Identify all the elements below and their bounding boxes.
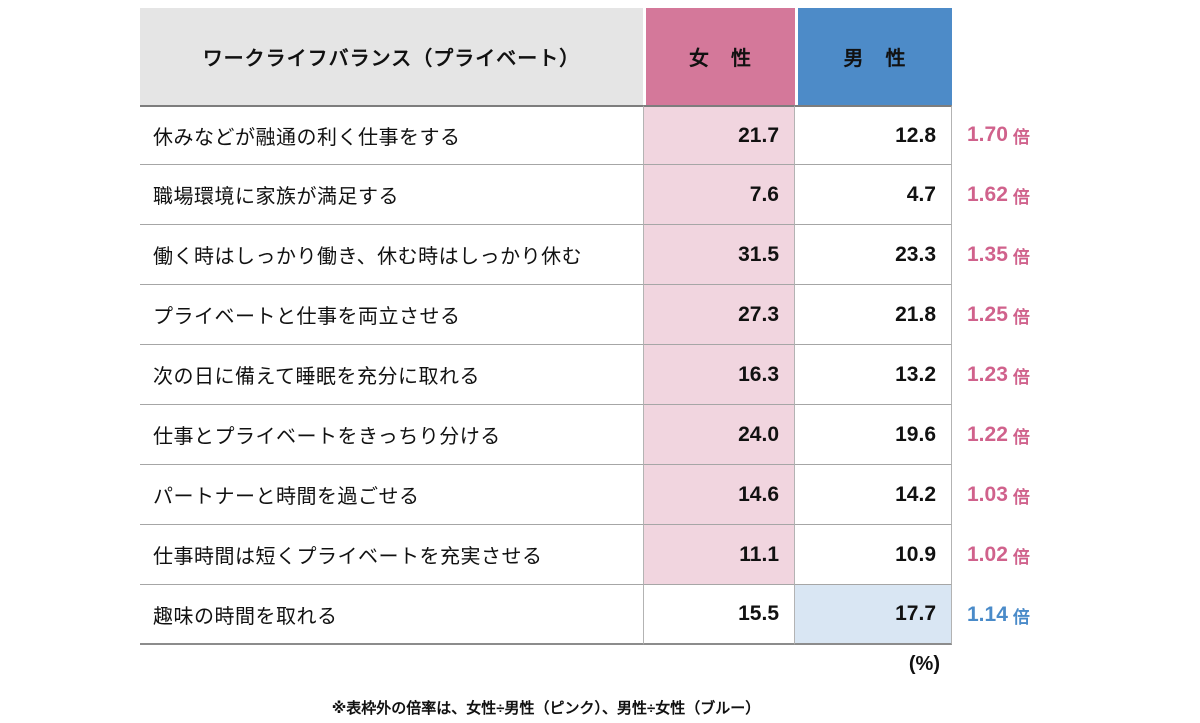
table-row: プライベートと仕事を両立させる 27.3 21.8 1.25 倍 [140, 285, 1072, 345]
table-row: 働く時はしっかり働き、休む時はしっかり休む 31.5 23.3 1.35 倍 [140, 225, 1072, 285]
female-value: 21.7 [643, 105, 795, 165]
ratio-cell: 1.02 倍 [952, 525, 1072, 585]
ratio-number: 1.35 [967, 243, 1008, 266]
table-body: 休みなどが融通の利く仕事をする 21.7 12.8 1.70 倍職場環境に家族が満足する… [140, 105, 1072, 645]
ratio-number: 1.14 [967, 603, 1008, 626]
header-category: ワークライフバランス（プライベート） [140, 8, 643, 105]
ratio-cell: 1.62 倍 [952, 165, 1072, 225]
ratio-unit: 倍 [1012, 307, 1030, 327]
header-female: 女 性 [643, 8, 795, 105]
ratio-cell: 1.35 倍 [952, 225, 1072, 285]
ratio-cell: 1.22 倍 [952, 405, 1072, 465]
male-value: 12.8 [795, 105, 952, 165]
footnote: ※表枠外の倍率は、女性÷男性（ピンク）、男性÷女性（ブルー） [331, 700, 761, 717]
male-value: 21.8 [795, 285, 952, 345]
row-label: パートナーと時間を過ごせる [140, 465, 643, 525]
header-spacer [952, 8, 1072, 105]
ratio-cell: 1.23 倍 [952, 345, 1072, 405]
row-label: 次の日に備えて睡眠を充分に取れる [140, 345, 643, 405]
header-male: 男 性 [795, 8, 952, 105]
row-label: 仕事とプライベートをきっちり分ける [140, 405, 643, 465]
female-value: 24.0 [643, 405, 795, 465]
ratio-cell: 1.70 倍 [952, 105, 1072, 165]
male-value: 13.2 [795, 345, 952, 405]
work-life-balance-table: ワークライフバランス（プライベート） 女 性 男 性 休みなどが融通の利く仕事を… [140, 8, 1072, 645]
ratio-number: 1.23 [967, 363, 1008, 386]
ratio-unit: 倍 [1012, 247, 1030, 267]
ratio-unit: 倍 [1012, 187, 1030, 207]
female-value: 15.5 [643, 585, 795, 645]
ratio-number: 1.62 [967, 183, 1008, 206]
ratio-cell: 1.03 倍 [952, 465, 1072, 525]
male-value: 10.9 [795, 525, 952, 585]
female-value: 14.6 [643, 465, 795, 525]
row-label: 働く時はしっかり働き、休む時はしっかり休む [140, 225, 643, 285]
row-label: 休みなどが融通の利く仕事をする [140, 105, 643, 165]
ratio-unit: 倍 [1012, 607, 1030, 627]
ratio-number: 1.02 [967, 543, 1008, 566]
ratio-unit: 倍 [1012, 127, 1030, 147]
male-value: 19.6 [795, 405, 952, 465]
table-row: パートナーと時間を過ごせる 14.6 14.2 1.03 倍 [140, 465, 1072, 525]
ratio-cell: 1.25 倍 [952, 285, 1072, 345]
male-value: 23.3 [795, 225, 952, 285]
female-value: 11.1 [643, 525, 795, 585]
ratio-number: 1.03 [967, 483, 1008, 506]
male-value: 14.2 [795, 465, 952, 525]
row-label: 趣味の時間を取れる [140, 585, 643, 645]
female-value: 16.3 [643, 345, 795, 405]
row-label: 職場環境に家族が満足する [140, 165, 643, 225]
row-label: プライベートと仕事を両立させる [140, 285, 643, 345]
female-value: 27.3 [643, 285, 795, 345]
table-row: 次の日に備えて睡眠を充分に取れる 16.3 13.2 1.23 倍 [140, 345, 1072, 405]
table-header-row: ワークライフバランス（プライベート） 女 性 男 性 [140, 8, 1072, 105]
ratio-number: 1.22 [967, 423, 1008, 446]
ratio-unit: 倍 [1012, 547, 1030, 567]
ratio-unit: 倍 [1012, 487, 1030, 507]
table-row: 休みなどが融通の利く仕事をする 21.7 12.8 1.70 倍 [140, 105, 1072, 165]
ratio-number: 1.70 [967, 123, 1008, 146]
female-value: 7.6 [643, 165, 795, 225]
female-value: 31.5 [643, 225, 795, 285]
ratio-cell: 1.14 倍 [952, 585, 1072, 645]
male-value: 17.7 [795, 585, 952, 645]
table-row: 仕事時間は短くプライベートを充実させる 11.1 10.9 1.02 倍 [140, 525, 1072, 585]
table-row: 趣味の時間を取れる 15.5 17.7 1.14 倍 [140, 585, 1072, 645]
table-row: 仕事とプライベートをきっちり分ける 24.0 19.6 1.22 倍 [140, 405, 1072, 465]
row-label: 仕事時間は短くプライベートを充実させる [140, 525, 643, 585]
ratio-unit: 倍 [1012, 427, 1030, 447]
table-row: 職場環境に家族が満足する 7.6 4.7 1.62 倍 [140, 165, 1072, 225]
unit-label: (%) [908, 653, 940, 675]
male-value: 4.7 [795, 165, 952, 225]
ratio-number: 1.25 [967, 303, 1008, 326]
ratio-unit: 倍 [1012, 367, 1030, 387]
